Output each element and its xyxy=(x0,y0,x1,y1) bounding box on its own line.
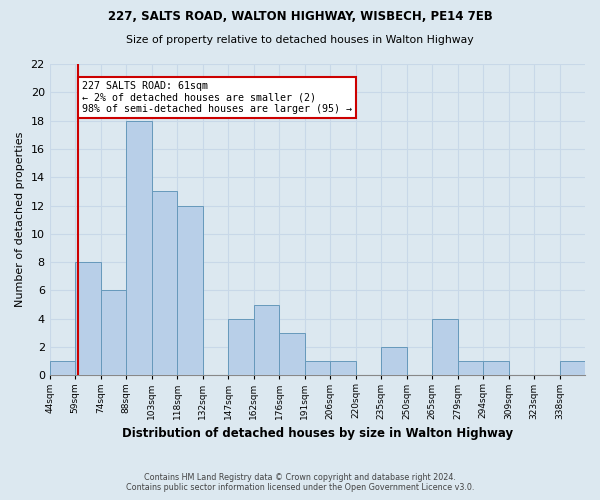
Bar xyxy=(254,304,279,376)
Bar xyxy=(279,333,305,376)
Bar xyxy=(126,120,152,376)
Text: 227 SALTS ROAD: 61sqm
← 2% of detached houses are smaller (2)
98% of semi-detach: 227 SALTS ROAD: 61sqm ← 2% of detached h… xyxy=(82,81,352,114)
Bar xyxy=(228,318,254,376)
Bar xyxy=(483,361,509,376)
Bar xyxy=(305,361,330,376)
Bar xyxy=(101,290,126,376)
Bar xyxy=(75,262,101,376)
Bar xyxy=(432,318,458,376)
Bar xyxy=(177,206,203,376)
X-axis label: Distribution of detached houses by size in Walton Highway: Distribution of detached houses by size … xyxy=(122,427,513,440)
Bar xyxy=(560,361,585,376)
Bar xyxy=(152,192,177,376)
Text: Contains HM Land Registry data © Crown copyright and database right 2024.
Contai: Contains HM Land Registry data © Crown c… xyxy=(126,473,474,492)
Bar xyxy=(330,361,356,376)
Bar xyxy=(458,361,483,376)
Bar xyxy=(381,347,407,376)
Text: Size of property relative to detached houses in Walton Highway: Size of property relative to detached ho… xyxy=(126,35,474,45)
Text: 227, SALTS ROAD, WALTON HIGHWAY, WISBECH, PE14 7EB: 227, SALTS ROAD, WALTON HIGHWAY, WISBECH… xyxy=(107,10,493,23)
Y-axis label: Number of detached properties: Number of detached properties xyxy=(15,132,25,308)
Bar xyxy=(50,361,75,376)
